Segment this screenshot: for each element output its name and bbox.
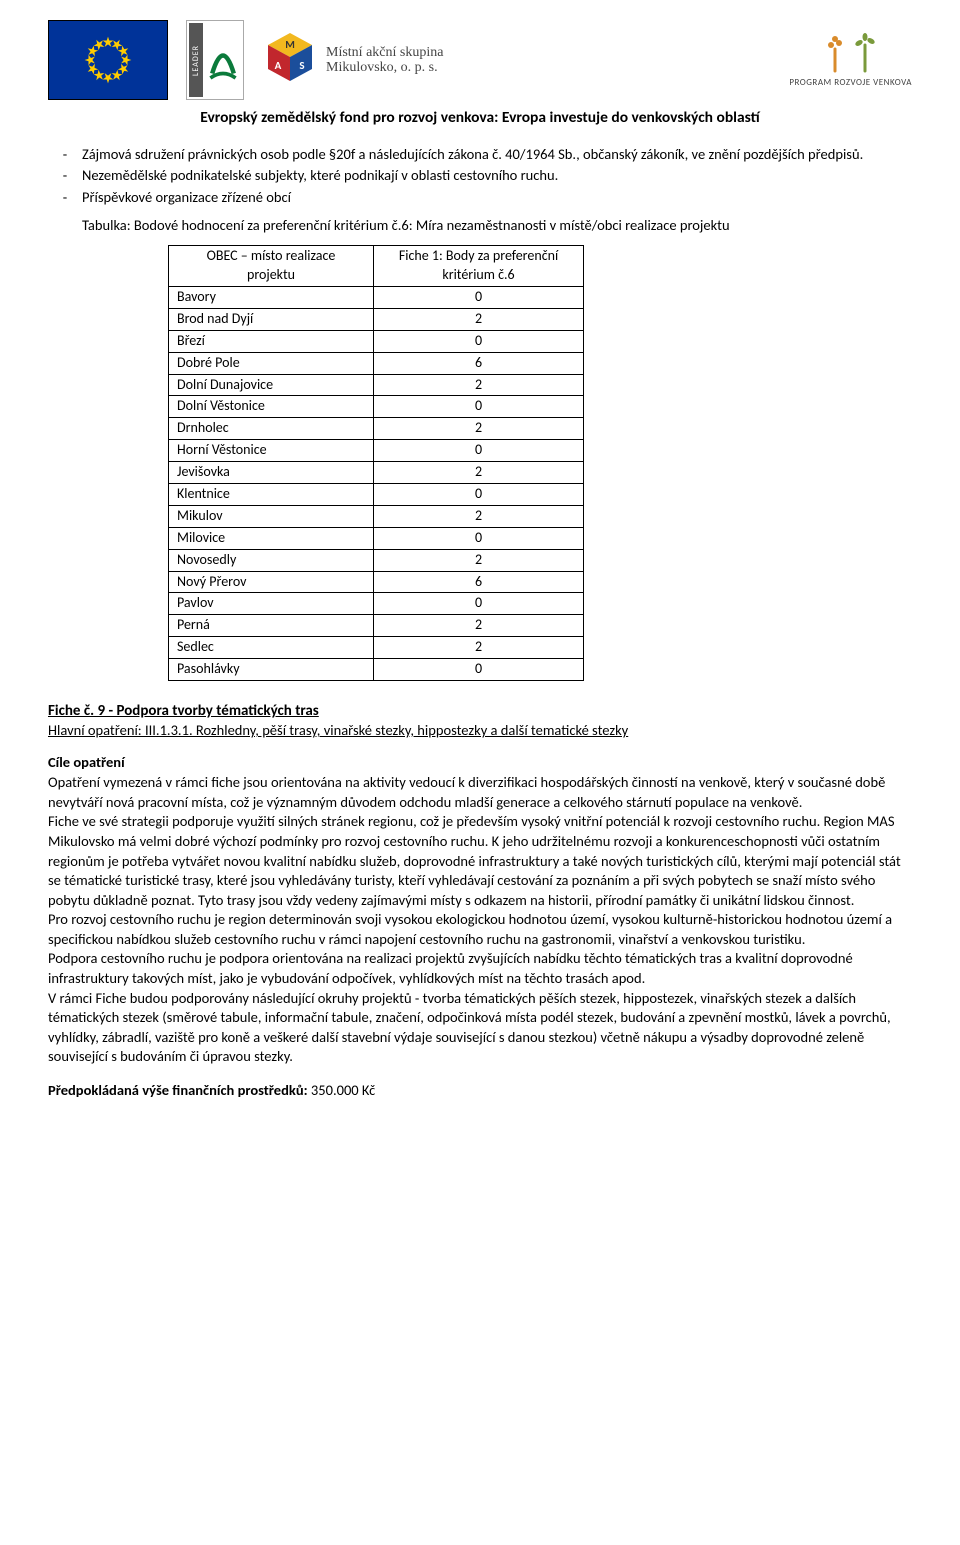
table-row: Novosedly2 xyxy=(169,549,584,571)
paragraph: Fiche ve své strategii podporuje využití… xyxy=(48,812,912,910)
list-item: - Příspěvkové organizace zřízené obcí xyxy=(48,188,912,208)
table-row: Bavory0 xyxy=(169,286,584,308)
mas-line2: Mikulovsko, o. p. s. xyxy=(326,60,443,75)
list-item: - Nezemědělské podnikatelské subjekty, k… xyxy=(48,166,912,186)
table-intro: Tabulka: Bodové hodnocení za preferenční… xyxy=(82,216,912,236)
table-row: Březí0 xyxy=(169,330,584,352)
cell-value: 0 xyxy=(374,440,584,462)
cell-value: 2 xyxy=(374,637,584,659)
cell-name: Dolní Dunajovice xyxy=(169,374,374,396)
cell-name: Bavory xyxy=(169,286,374,308)
cell-name: Perná xyxy=(169,615,374,637)
cell-name: Březí xyxy=(169,330,374,352)
cell-value: 2 xyxy=(374,462,584,484)
mas-line1: Místní akční skupina xyxy=(326,45,443,60)
fiche-title: Fiche č. 9 - Podpora tvorby tématických … xyxy=(48,701,912,721)
cell-value: 0 xyxy=(374,483,584,505)
cell-value: 0 xyxy=(374,286,584,308)
table-row: Nový Přerov6 xyxy=(169,571,584,593)
cell-name: Dobré Pole xyxy=(169,352,374,374)
svg-text:S: S xyxy=(299,59,304,72)
mas-logo: M A S Místní akční skupina Mikulovsko, o… xyxy=(262,29,443,91)
cell-name: Horní Věstonice xyxy=(169,440,374,462)
table-row: Mikulov2 xyxy=(169,505,584,527)
cell-name: Klentnice xyxy=(169,483,374,505)
leader-logo: LEADER xyxy=(186,20,244,100)
cell-value: 6 xyxy=(374,571,584,593)
table-row: Pavlov0 xyxy=(169,593,584,615)
paragraph: V rámci Fiche budou podporovány následuj… xyxy=(48,989,912,1067)
svg-text:M: M xyxy=(285,38,295,51)
list-item: - Zájmová sdružení právnických osob podl… xyxy=(48,145,912,165)
table-row: Perná2 xyxy=(169,615,584,637)
table-header-row: OBEC – místo realizaceprojektu Fiche 1: … xyxy=(169,246,584,287)
final-label: Předpokládaná výše finančních prostředků… xyxy=(48,1081,308,1099)
cell-value: 2 xyxy=(374,549,584,571)
cell-value: 2 xyxy=(374,418,584,440)
cell-name: Jevišovka xyxy=(169,462,374,484)
cell-value: 2 xyxy=(374,374,584,396)
cell-value: 0 xyxy=(374,330,584,352)
cell-value: 2 xyxy=(374,615,584,637)
cell-name: Mikulov xyxy=(169,505,374,527)
col-header-body: Fiche 1: Body za preferenčníkritérium č.… xyxy=(374,246,584,287)
dash-icon: - xyxy=(48,145,82,165)
table-row: Klentnice0 xyxy=(169,483,584,505)
cell-value: 2 xyxy=(374,505,584,527)
paragraph: Podpora cestovního ruchu je podpora orie… xyxy=(48,949,912,988)
table-row: Drnholec2 xyxy=(169,418,584,440)
cell-name: Pavlov xyxy=(169,593,374,615)
prv-logo: PROGRAM ROZVOJE VENKOVA xyxy=(789,31,912,89)
svg-text:A: A xyxy=(275,59,282,72)
final-line: Předpokládaná výše finančních prostředků… xyxy=(48,1081,912,1101)
col-header-obec: OBEC – místo realizaceprojektu xyxy=(169,246,374,287)
cell-value: 2 xyxy=(374,308,584,330)
leader-label: LEADER xyxy=(191,45,202,76)
intro-bullets: - Zájmová sdružení právnických osob podl… xyxy=(48,145,912,208)
table-row: Dolní Dunajovice2 xyxy=(169,374,584,396)
header-banner: Evropský zemědělský fond pro rozvoj venk… xyxy=(48,108,912,129)
fiche-subtitle: Hlavní opatření: III.1.3.1. Rozhledny, p… xyxy=(48,721,912,741)
table-row: Brod nad Dyjí2 xyxy=(169,308,584,330)
cell-value: 6 xyxy=(374,352,584,374)
cell-name: Brod nad Dyjí xyxy=(169,308,374,330)
table-row: Sedlec2 xyxy=(169,637,584,659)
score-table: OBEC – místo realizaceprojektu Fiche 1: … xyxy=(168,245,584,681)
cell-name: Pasohlávky xyxy=(169,659,374,681)
cell-value: 0 xyxy=(374,593,584,615)
table-row: Pasohlávky0 xyxy=(169,659,584,681)
cile-heading: Cíle opatření xyxy=(48,753,912,773)
logo-row: LEADER M A S Místní akční skupina Mikulo… xyxy=(48,20,912,100)
table-row: Dobré Pole6 xyxy=(169,352,584,374)
final-value: 350.000 Kč xyxy=(308,1081,376,1099)
dash-icon: - xyxy=(48,166,82,186)
cell-name: Nový Přerov xyxy=(169,571,374,593)
prv-label: PROGRAM ROZVOJE VENKOVA xyxy=(789,77,912,89)
paragraph: Opatření vymezená v rámci fiche jsou ori… xyxy=(48,773,912,812)
table-row: Dolní Věstonice0 xyxy=(169,396,584,418)
cell-value: 0 xyxy=(374,527,584,549)
table-row: Horní Věstonice0 xyxy=(169,440,584,462)
dash-icon: - xyxy=(48,188,82,208)
cell-name: Novosedly xyxy=(169,549,374,571)
cell-name: Drnholec xyxy=(169,418,374,440)
cell-name: Dolní Věstonice xyxy=(169,396,374,418)
paragraph: Pro rozvoj cestovního ruchu je region de… xyxy=(48,910,912,949)
table-row: Milovice0 xyxy=(169,527,584,549)
bullet-text: Nezemědělské podnikatelské subjekty, kte… xyxy=(82,166,912,186)
cell-value: 0 xyxy=(374,396,584,418)
cell-value: 0 xyxy=(374,659,584,681)
cell-name: Sedlec xyxy=(169,637,374,659)
cell-name: Milovice xyxy=(169,527,374,549)
bullet-text: Příspěvkové organizace zřízené obcí xyxy=(82,188,912,208)
table-row: Jevišovka2 xyxy=(169,462,584,484)
eu-flag-logo xyxy=(48,20,168,100)
bullet-text: Zájmová sdružení právnických osob podle … xyxy=(82,145,912,165)
